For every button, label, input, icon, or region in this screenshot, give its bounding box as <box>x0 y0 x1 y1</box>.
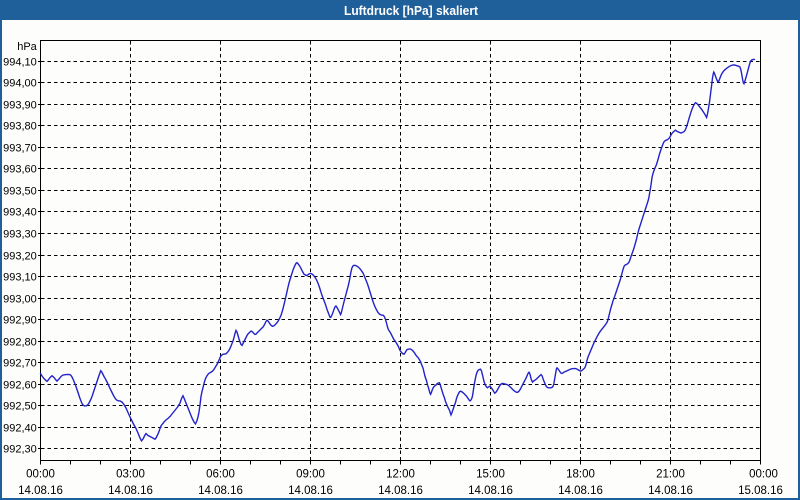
svg-text:14.08.16: 14.08.16 <box>468 485 513 497</box>
svg-text:992,90: 992,90 <box>3 314 37 326</box>
svg-text:992,60: 992,60 <box>3 379 37 391</box>
svg-text:993,80: 993,80 <box>3 120 37 132</box>
svg-text:992,50: 992,50 <box>3 400 37 412</box>
svg-text:993,60: 993,60 <box>3 163 37 175</box>
svg-text:992,70: 992,70 <box>3 357 37 369</box>
svg-text:994,00: 994,00 <box>3 77 37 89</box>
svg-text:992,80: 992,80 <box>3 336 37 348</box>
svg-text:993,50: 993,50 <box>3 185 37 197</box>
svg-text:Luftdruck [hPa] skaliert: Luftdruck [hPa] skaliert <box>344 3 479 18</box>
svg-text:993,70: 993,70 <box>3 142 37 154</box>
svg-text:994,10: 994,10 <box>3 56 37 68</box>
svg-text:12:00: 12:00 <box>386 469 415 481</box>
svg-text:993,20: 993,20 <box>3 250 37 262</box>
svg-text:21:00: 21:00 <box>656 469 685 481</box>
svg-text:993,00: 993,00 <box>3 293 37 305</box>
svg-text:14.08.16: 14.08.16 <box>198 485 243 497</box>
svg-text:992,30: 992,30 <box>3 443 37 455</box>
svg-text:03:00: 03:00 <box>116 469 145 481</box>
svg-text:14.08.16: 14.08.16 <box>558 485 603 497</box>
svg-text:14.08.16: 14.08.16 <box>648 485 693 497</box>
svg-text:993,40: 993,40 <box>3 206 37 218</box>
svg-text:09:00: 09:00 <box>296 469 325 481</box>
svg-text:14.08.16: 14.08.16 <box>18 485 63 497</box>
svg-text:14.08.16: 14.08.16 <box>378 485 423 497</box>
svg-text:06:00: 06:00 <box>206 469 235 481</box>
svg-text:15:00: 15:00 <box>476 469 505 481</box>
svg-text:993,10: 993,10 <box>3 271 37 283</box>
svg-text:993,90: 993,90 <box>3 99 37 111</box>
svg-text:992,40: 992,40 <box>3 422 37 434</box>
svg-text:18:00: 18:00 <box>566 469 595 481</box>
svg-text:00:00: 00:00 <box>26 469 55 481</box>
svg-text:993,30: 993,30 <box>3 228 37 240</box>
svg-text:14.08.16: 14.08.16 <box>108 485 153 497</box>
svg-text:hPa: hPa <box>17 41 37 53</box>
svg-text:14.08.16: 14.08.16 <box>288 485 333 497</box>
svg-text:15.08.16: 15.08.16 <box>738 485 783 497</box>
svg-text:00:00: 00:00 <box>749 469 778 481</box>
